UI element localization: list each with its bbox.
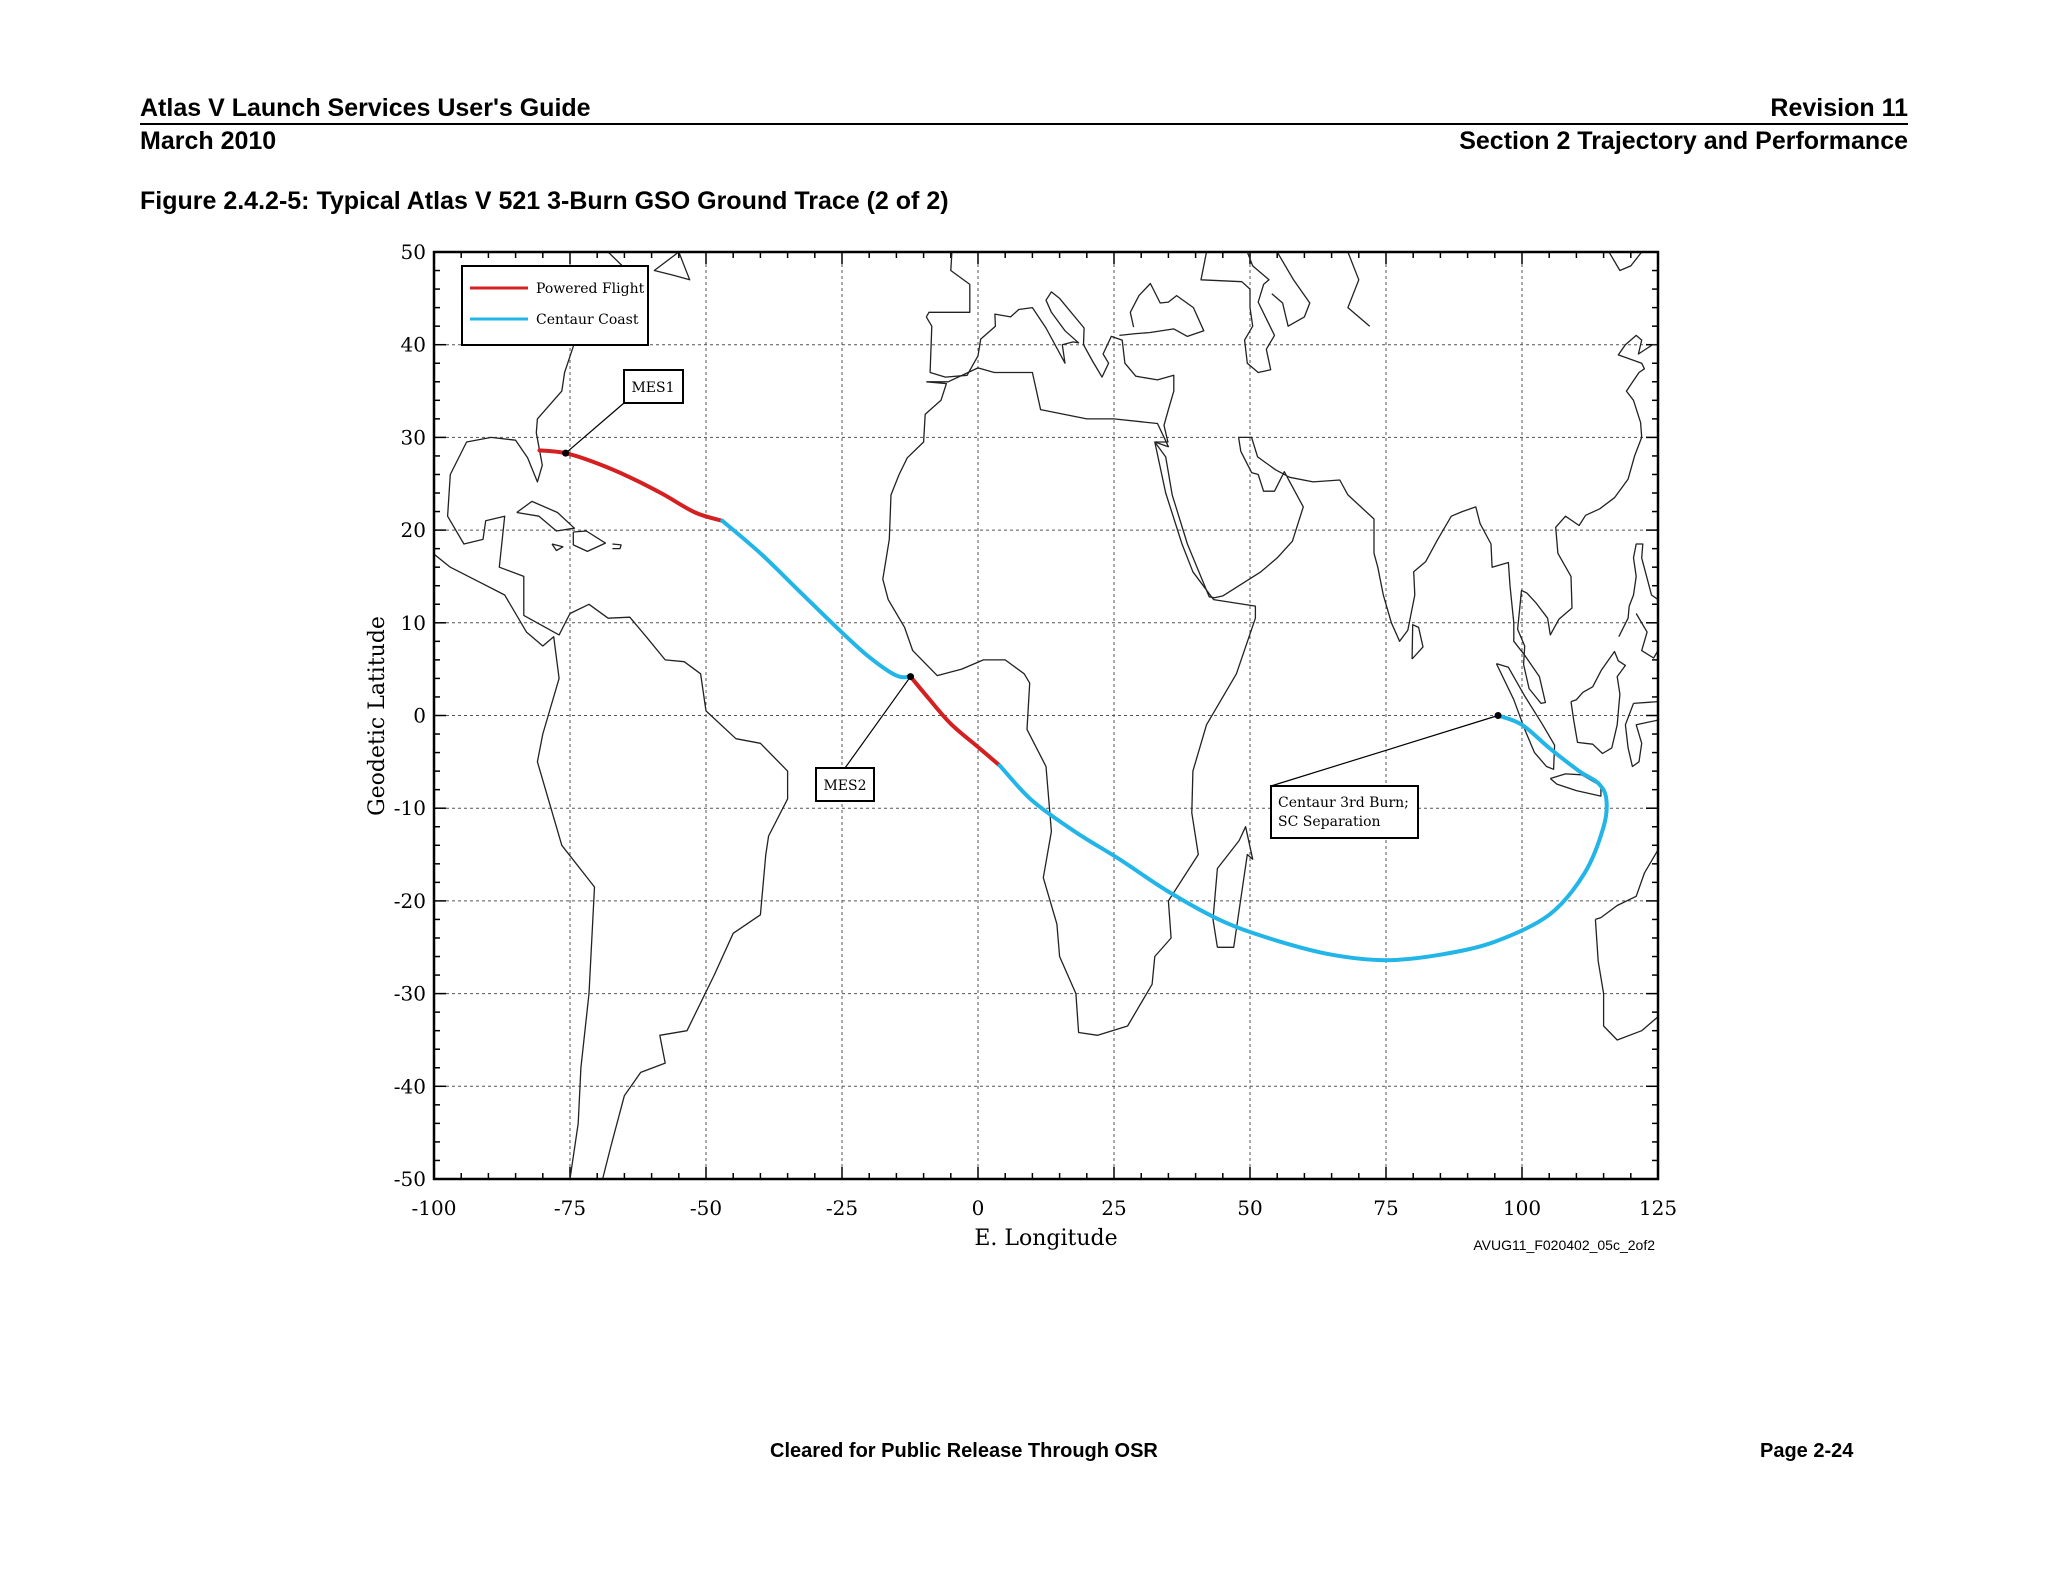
- page-number: Page 2-24: [1760, 1440, 1854, 1462]
- centaur-coast-segment: [720, 518, 913, 680]
- coastline: [1200, 252, 1276, 374]
- x-tick-label: 50: [1237, 1196, 1262, 1220]
- mes2-leader-line: [844, 676, 912, 769]
- y-tick-label: 30: [401, 425, 426, 449]
- sep-label-line2: SC Separation: [1278, 814, 1381, 830]
- mes1-event-marker: [562, 449, 570, 457]
- mes2-label: MES2: [823, 778, 866, 794]
- y-tick-label: -20: [394, 889, 426, 913]
- legend: Powered Flight Centaur Coast: [461, 265, 649, 346]
- x-axis-title: E. Longitude: [974, 1226, 1117, 1251]
- coastline: [516, 500, 576, 532]
- x-tick-label: -75: [554, 1196, 586, 1220]
- coastline: [1618, 543, 1658, 659]
- release-note: Cleared for Public Release Through OSR: [770, 1440, 1158, 1462]
- legend-powered-label: Powered Flight: [536, 281, 645, 297]
- header-rule: [140, 123, 1908, 125]
- sep-callout: Centaur 3rd Burn; SC Separation: [1270, 785, 1419, 839]
- coastline: [1570, 650, 1627, 755]
- powered-flight-segment: [908, 674, 1002, 768]
- coastline: [1608, 252, 1643, 272]
- coastline: [1594, 849, 1658, 1041]
- sep-leader-line: [1270, 714, 1499, 787]
- centaur-coast-segment: [997, 713, 1609, 963]
- x-tick-label: -100: [412, 1196, 457, 1220]
- x-tick-label: 25: [1101, 1196, 1126, 1220]
- section-label: Section 2 Trajectory and Performance: [1459, 127, 1908, 155]
- coastline: [1154, 334, 1658, 705]
- coastline: [1411, 624, 1424, 660]
- coastline: [925, 252, 971, 318]
- coastline: [925, 291, 1175, 443]
- y-tick-label: 0: [413, 704, 426, 728]
- mes2-event-marker: [907, 673, 915, 681]
- mes1-box: [623, 369, 684, 404]
- figure-title: Figure 2.4.2-5: Typical Atlas V 521 3-Bu…: [140, 187, 949, 215]
- coastline: [1347, 252, 1371, 327]
- doc-date: March 2010: [140, 127, 277, 155]
- coastline: [882, 367, 1257, 1036]
- coastline: [1271, 252, 1311, 327]
- x-tick-label: 75: [1373, 1196, 1398, 1220]
- mes2-box: [815, 767, 875, 802]
- plot-frame: [432, 250, 1660, 1181]
- legend-box: [461, 265, 649, 346]
- sep-event-marker: [1494, 712, 1502, 719]
- mes2-callout: MES2: [815, 767, 875, 802]
- revision-label: Revision 11: [1770, 94, 1908, 122]
- y-tick-label: 10: [401, 611, 426, 635]
- legend-coast-label: Centaur Coast: [536, 312, 639, 328]
- mes1-leader-line: [565, 402, 625, 454]
- coastline: [572, 530, 607, 553]
- sep-box: [1270, 785, 1419, 839]
- doc-title: Atlas V Launch Services User's Guide: [140, 94, 591, 122]
- coastline: [551, 543, 564, 552]
- figure-id: AVUG11_F020402_05c_2of2: [1473, 1237, 1655, 1253]
- coastline: [1495, 662, 1556, 770]
- x-tick-label: 100: [1503, 1196, 1541, 1220]
- y-tick-label: 40: [401, 333, 426, 357]
- grid-lines: [434, 252, 1658, 1179]
- coastline: [1549, 773, 1602, 797]
- x-tick-label: -25: [826, 1196, 858, 1220]
- x-tick-label: 125: [1639, 1196, 1677, 1220]
- coastline: [612, 543, 622, 550]
- x-tick-label: 0: [972, 1196, 985, 1220]
- y-tick-label: 50: [401, 240, 426, 264]
- coastline: [653, 252, 691, 281]
- event-annotations: [562, 402, 1502, 787]
- y-axis-title: Geodetic Latitude: [365, 616, 390, 816]
- y-tick-label: -40: [394, 1074, 426, 1098]
- y-tick-label: -50: [394, 1167, 426, 1191]
- coastline: [1119, 282, 1205, 338]
- y-tick-label: 20: [401, 518, 426, 542]
- mes1-callout: MES1: [623, 369, 684, 404]
- coastline: [1212, 826, 1254, 948]
- coastline: [1624, 700, 1658, 768]
- x-tick-labels: -100 -75 -50 -25 0 25 50 75 100 125: [412, 1196, 1678, 1220]
- mes1-label: MES1: [631, 380, 674, 396]
- sep-label-line1: Centaur 3rd Burn;: [1278, 795, 1409, 811]
- y-tick-labels: 50 40 30 20 10 0 -10 -20 -30 -40 -50: [394, 240, 426, 1191]
- x-tick-label: -50: [690, 1196, 722, 1220]
- y-tick-label: -10: [394, 796, 426, 820]
- y-tick-label: -30: [394, 982, 426, 1006]
